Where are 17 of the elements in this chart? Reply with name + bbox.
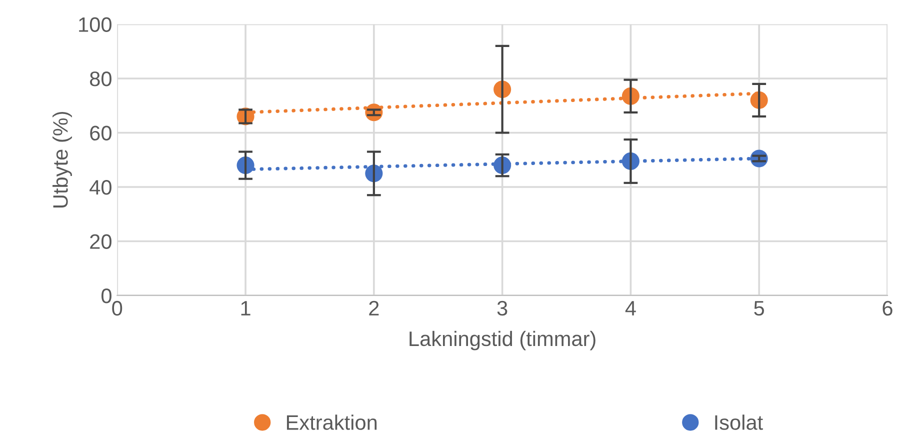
legend-label: Extraktion — [286, 414, 377, 430]
y-tick-label: 20 — [90, 234, 112, 249]
legend-label: Isolat — [715, 414, 763, 430]
x-tick-label: 3 — [497, 300, 508, 316]
x-tick-label: 2 — [369, 300, 379, 316]
y-tick-label: 100 — [79, 17, 112, 32]
y-tick-label: 60 — [90, 126, 112, 140]
y-tick-label: 80 — [90, 72, 112, 86]
x-tick-label: 5 — [754, 301, 764, 316]
x-tick-label: 6 — [882, 300, 892, 316]
y-tick-label: 40 — [90, 180, 112, 195]
x-tick-label: 4 — [625, 301, 636, 316]
y-tick-label: 0 — [101, 288, 112, 304]
x-tick-label: 1 — [241, 301, 250, 316]
x-tick-label: 0 — [112, 300, 122, 316]
x-axis-title: Lakningstid (timmar) — [410, 330, 596, 350]
y-axis-title: Utbyte (%) — [52, 112, 72, 208]
